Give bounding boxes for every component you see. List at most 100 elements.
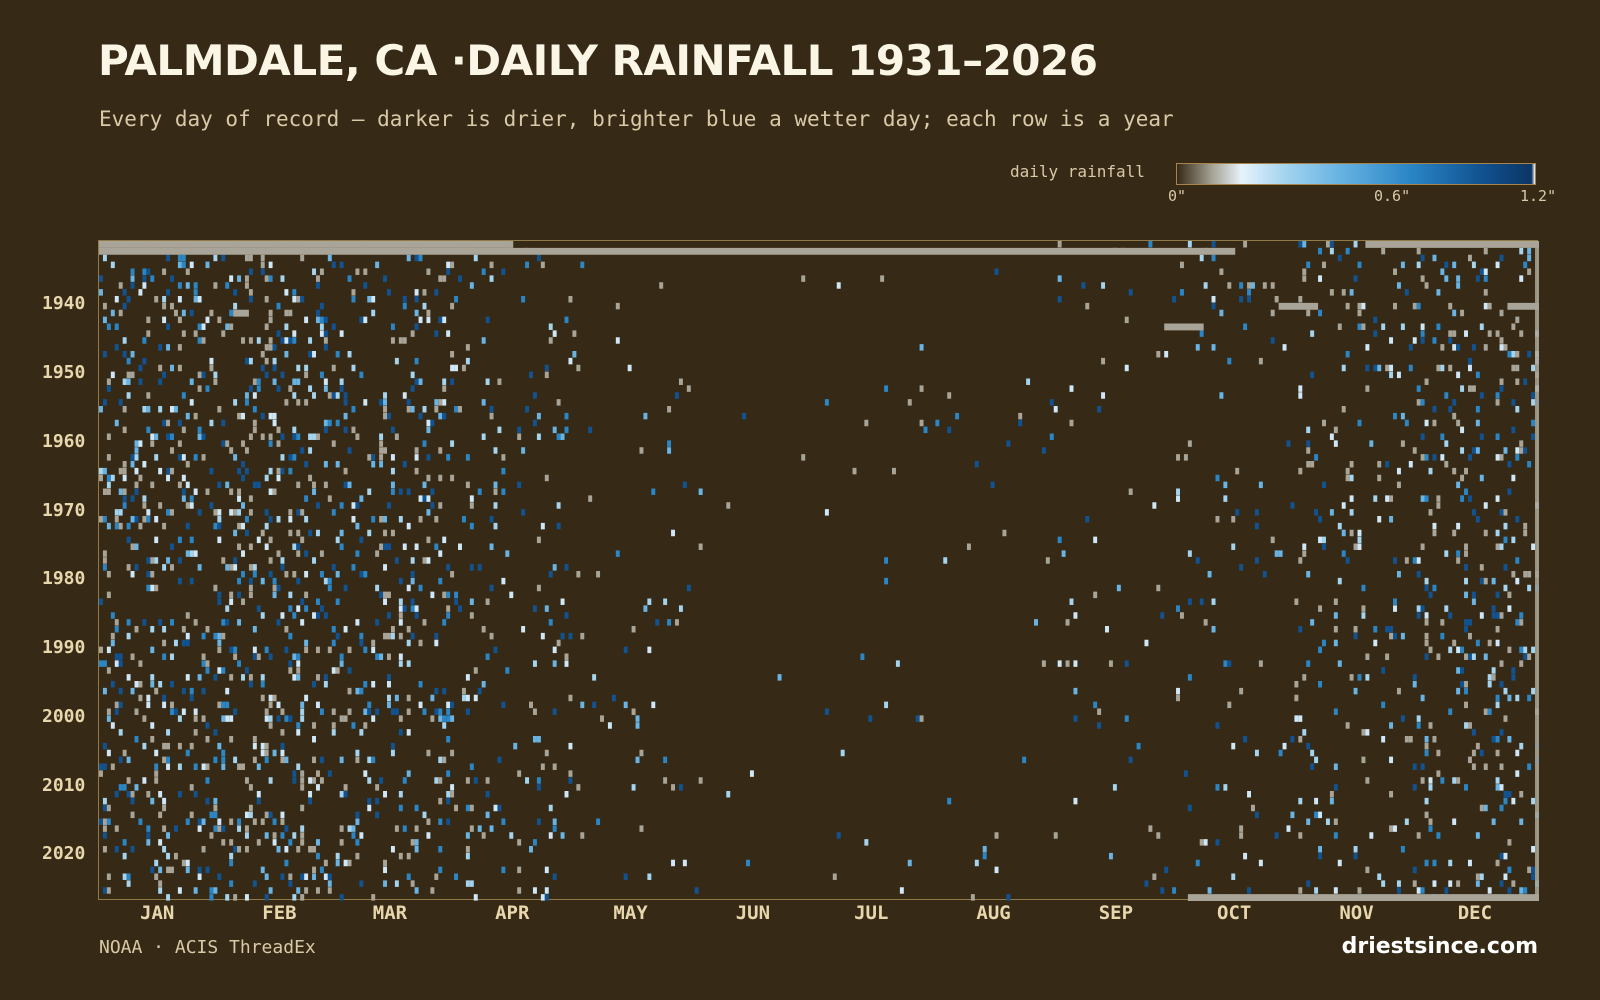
rain-cell [1475, 275, 1480, 282]
rain-cell [1475, 419, 1480, 427]
rain-cell [193, 619, 198, 626]
rain-cell [193, 454, 198, 461]
rain-cell [335, 571, 340, 578]
rain-cell [592, 674, 597, 681]
rain-cell [477, 825, 482, 832]
rain-cell [213, 797, 218, 805]
rain-cell [438, 846, 443, 853]
rain-cell [363, 316, 368, 324]
rain-cell [189, 399, 194, 406]
rain-cell [1341, 550, 1346, 557]
rain-cell [138, 681, 143, 688]
rain-cell [217, 646, 222, 654]
rain-cell [335, 392, 340, 399]
rain-cell [1227, 660, 1232, 667]
rain-cell [154, 749, 159, 757]
rain-cell [832, 873, 837, 880]
rain-cell [935, 419, 940, 427]
rain-cell [252, 653, 257, 660]
rain-cell [296, 481, 301, 489]
rain-cell [422, 302, 427, 310]
rain-cell [1069, 385, 1074, 392]
rain-cell [193, 708, 198, 715]
rain-cell [414, 378, 419, 385]
rain-cell [130, 797, 135, 805]
rain-cell [994, 866, 999, 874]
rain-cell [552, 330, 557, 337]
rain-cell [414, 612, 419, 619]
rain-cell [260, 529, 265, 537]
rain-cell [1420, 543, 1425, 550]
rain-cell [248, 564, 253, 571]
rain-cell [1464, 543, 1468, 550]
rain-cell [122, 749, 127, 757]
rain-cell [146, 694, 151, 702]
rain-cell [296, 653, 301, 660]
rain-cell [1235, 467, 1240, 475]
rain-cell [177, 344, 182, 351]
rain-cell [130, 282, 135, 289]
rain-cell [836, 282, 841, 289]
rain-cell [485, 316, 490, 324]
rain-cell [663, 777, 668, 784]
rain-cell [170, 866, 174, 874]
rain-cell [371, 681, 376, 688]
rain-cell [272, 832, 277, 839]
rain-cell [1519, 791, 1524, 798]
rain-cell [481, 832, 486, 839]
rain-cell [517, 481, 522, 489]
rain-cell [406, 708, 411, 715]
rain-cell [343, 784, 348, 791]
missing-data-segment [99, 247, 1236, 255]
rain-cell [248, 268, 253, 275]
rain-cell [217, 639, 222, 647]
x-tick-nov: NOV [1339, 902, 1374, 924]
rain-cell [170, 681, 174, 688]
rain-cell [197, 371, 202, 379]
rain-cell [1294, 598, 1299, 605]
rain-cell [319, 330, 324, 337]
rain-cell [126, 522, 131, 530]
rain-cell [461, 687, 466, 695]
rain-cell [233, 756, 238, 764]
rain-cell [154, 516, 159, 523]
rain-cell [379, 777, 384, 784]
rain-cell [296, 667, 301, 674]
rain-cell [193, 729, 198, 736]
rain-cell [438, 577, 443, 585]
rain-cell [454, 591, 459, 599]
rain-cell [280, 756, 285, 764]
rain-cell [154, 296, 159, 303]
rain-cell [371, 894, 376, 901]
rain-cell [217, 516, 222, 523]
rain-cell [126, 791, 131, 798]
rain-cell [260, 681, 265, 688]
rain-cell [1333, 426, 1338, 434]
rain-cell [1128, 289, 1133, 296]
rain-cell [465, 694, 470, 702]
rain-cell [1322, 536, 1326, 544]
rain-cell [1314, 756, 1319, 764]
rain-cell [213, 811, 218, 819]
rain-cell [343, 481, 348, 489]
rain-cell [343, 626, 348, 633]
rain-cell [99, 406, 103, 413]
rain-cell [919, 385, 924, 392]
rain-cell [465, 357, 470, 365]
brand-link[interactable]: driestsince.com [1341, 934, 1538, 959]
rain-cell [268, 653, 273, 660]
rain-cell [426, 557, 431, 564]
rain-cell [1507, 605, 1512, 612]
rain-cell [1503, 564, 1508, 571]
rain-cell [1377, 364, 1382, 372]
rain-cell [398, 729, 403, 736]
rain-cell [260, 268, 265, 275]
rain-cell [237, 522, 242, 530]
rain-cell [406, 729, 411, 736]
rain-cell [517, 770, 522, 777]
rain-cell [450, 715, 455, 722]
rain-cell [339, 791, 344, 798]
rain-cell [1424, 612, 1429, 619]
rain-cell [134, 440, 139, 447]
rain-cell [410, 385, 415, 392]
